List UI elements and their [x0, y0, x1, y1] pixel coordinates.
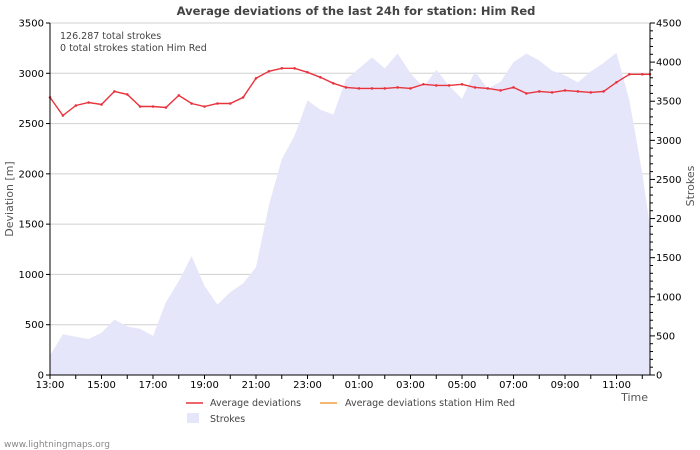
deviation-point: [396, 86, 399, 89]
deviation-point: [126, 93, 129, 96]
x-tick-label: 13:00: [36, 380, 65, 391]
x-tick-label: 03:00: [396, 380, 425, 391]
legend-label-station-deviations: Average deviations station Him Red: [345, 398, 515, 409]
x-axis-title: Time: [620, 391, 648, 404]
x-axis: 13:00 15:00 17:00 19:00 21:00 23:00 01:00 03:00…: [36, 375, 643, 391]
deviation-point: [332, 82, 335, 85]
y-tick-label: 500: [25, 320, 44, 331]
legend-label-strokes: Strokes: [210, 414, 245, 425]
y-tick-label: 3500: [19, 19, 44, 30]
x-tick-label: 17:00: [139, 380, 168, 391]
deviation-point: [473, 86, 477, 89]
y-tick-label: 2000: [19, 169, 44, 180]
y2-tick-label: 2000: [656, 214, 681, 225]
y-tick-label: 1000: [19, 270, 44, 281]
deviation-point: [357, 87, 361, 90]
y-axis-title: Deviation [m]: [3, 161, 16, 236]
deviation-point: [151, 105, 155, 108]
y-tick-label: 1500: [19, 220, 44, 231]
deviation-point: [229, 102, 232, 105]
deviation-point: [409, 87, 412, 90]
legend-swatch-strokes: [187, 413, 199, 423]
deviation-point: [563, 89, 567, 92]
y-tick-label: 0: [38, 371, 44, 382]
deviation-point: [641, 73, 644, 76]
deviation-point: [344, 86, 348, 89]
total-strokes-annotation: 126.287 total strokes: [60, 31, 161, 42]
deviation-point: [447, 84, 451, 87]
deviation-point: [499, 89, 502, 92]
deviation-point: [525, 92, 528, 95]
y-axis-left: 0 500 1000 1500 2000 2500 3000 3500: [19, 19, 50, 382]
y2-tick-label: 1500: [656, 253, 681, 264]
y2-tick-label: 3500: [656, 97, 681, 108]
deviation-point: [512, 86, 515, 89]
y-axis-right: 0 500 1000 1500 2000 2500 3000 3500 4000 4500: [650, 19, 681, 382]
x-tick-label: 09:00: [551, 380, 580, 391]
y2-tick-label: 500: [656, 331, 675, 342]
strokes-area: [50, 52, 650, 375]
deviation-point: [538, 90, 541, 93]
deviation-point: [138, 105, 142, 108]
y-tick-label: 3000: [19, 69, 44, 80]
average-deviation-points: [48, 67, 652, 117]
deviation-point: [100, 103, 103, 106]
deviation-point: [589, 91, 593, 94]
deviation-point: [74, 104, 78, 107]
deviation-point: [87, 101, 90, 104]
deviation-point: [486, 87, 490, 90]
deviation-point: [319, 76, 322, 79]
deviation-point: [203, 105, 206, 108]
y-tick-label: 2500: [19, 119, 44, 130]
x-tick-label: 23:00: [293, 380, 322, 391]
x-tick-label: 11:00: [602, 380, 631, 391]
deviation-point: [370, 87, 374, 90]
x-tick-label: 21:00: [242, 380, 271, 391]
plot-frame: [49, 23, 651, 376]
y2-tick-label: 1000: [656, 292, 681, 303]
deviation-point: [177, 94, 181, 97]
legend: Average deviations Average deviations st…: [186, 398, 515, 425]
deviation-point: [216, 102, 219, 105]
deviation-point: [254, 77, 258, 80]
chart-title: Average deviations of the last 24h for s…: [177, 4, 536, 18]
x-tick-label: 07:00: [499, 380, 528, 391]
deviation-point: [190, 102, 193, 105]
y2-axis-title: Strokes: [684, 165, 697, 206]
deviation-point: [164, 106, 168, 109]
average-deviation-line: [49, 67, 650, 117]
y2-tick-label: 3000: [656, 136, 681, 147]
x-tick-label: 05:00: [448, 380, 477, 391]
deviation-point: [602, 90, 605, 93]
x-tick-label: 15:00: [87, 380, 116, 391]
y2-tick-label: 4000: [656, 58, 681, 69]
legend-label-average-deviations: Average deviations: [210, 398, 301, 409]
deviation-point: [293, 67, 296, 70]
station-strokes-annotation: 0 total strokes station Him Red: [60, 43, 207, 54]
deviation-point: [280, 67, 284, 70]
footer-credit: www.lightningmaps.org: [4, 440, 110, 450]
deviation-point: [113, 90, 116, 93]
y2-tick-label: 0: [656, 371, 662, 382]
deviation-point: [241, 96, 245, 99]
deviation-point: [422, 83, 425, 86]
x-tick-label: 01:00: [345, 380, 374, 391]
x-tick-label: 19:00: [190, 380, 219, 391]
deviation-point: [550, 91, 554, 94]
deviation-point: [383, 87, 387, 90]
deviation-point: [628, 73, 631, 76]
y2-tick-label: 4500: [656, 19, 681, 30]
y2-tick-label: 2500: [656, 175, 681, 186]
deviation-point: [61, 114, 65, 117]
deviation-point: [576, 90, 580, 93]
deviation-point: [435, 84, 438, 87]
deviation-point: [615, 81, 618, 84]
deviation-point: [267, 70, 271, 73]
deviation-point: [460, 83, 464, 86]
deviation-point: [306, 71, 309, 74]
